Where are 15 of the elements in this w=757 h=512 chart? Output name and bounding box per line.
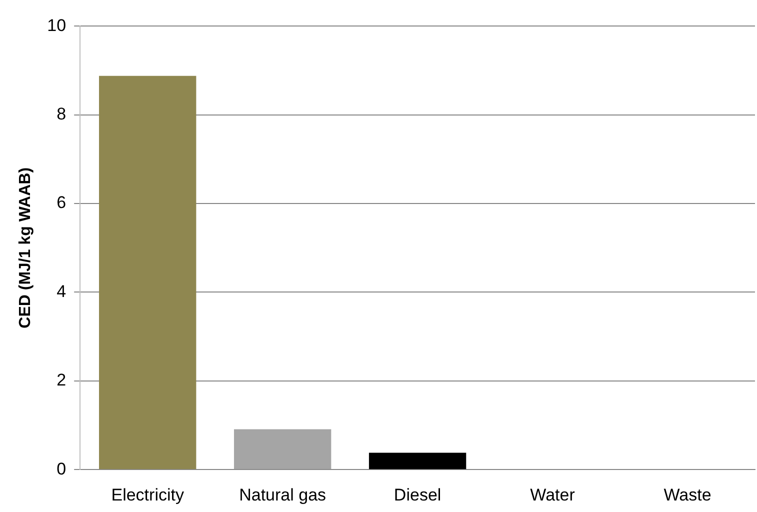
bar: [368, 452, 466, 470]
y-tick-label: 6: [56, 193, 66, 212]
x-tick-label: Waste: [664, 485, 712, 504]
y-tick-label: 4: [56, 282, 66, 301]
y-axis-title: CED (MJ/1 kg WAAB): [17, 167, 34, 328]
x-tick-label: Electricity: [111, 485, 184, 504]
x-tick-label: Water: [530, 485, 576, 504]
bar: [99, 76, 196, 470]
x-tick-label: Natural gas: [239, 485, 326, 504]
y-tick-label: 0: [56, 459, 66, 478]
x-tick-label: Diesel: [394, 485, 442, 504]
y-tick-label: 2: [56, 370, 66, 390]
y-tick-label: 8: [56, 104, 66, 124]
y-tick-label: 10: [47, 16, 66, 35]
bar: [234, 429, 332, 470]
